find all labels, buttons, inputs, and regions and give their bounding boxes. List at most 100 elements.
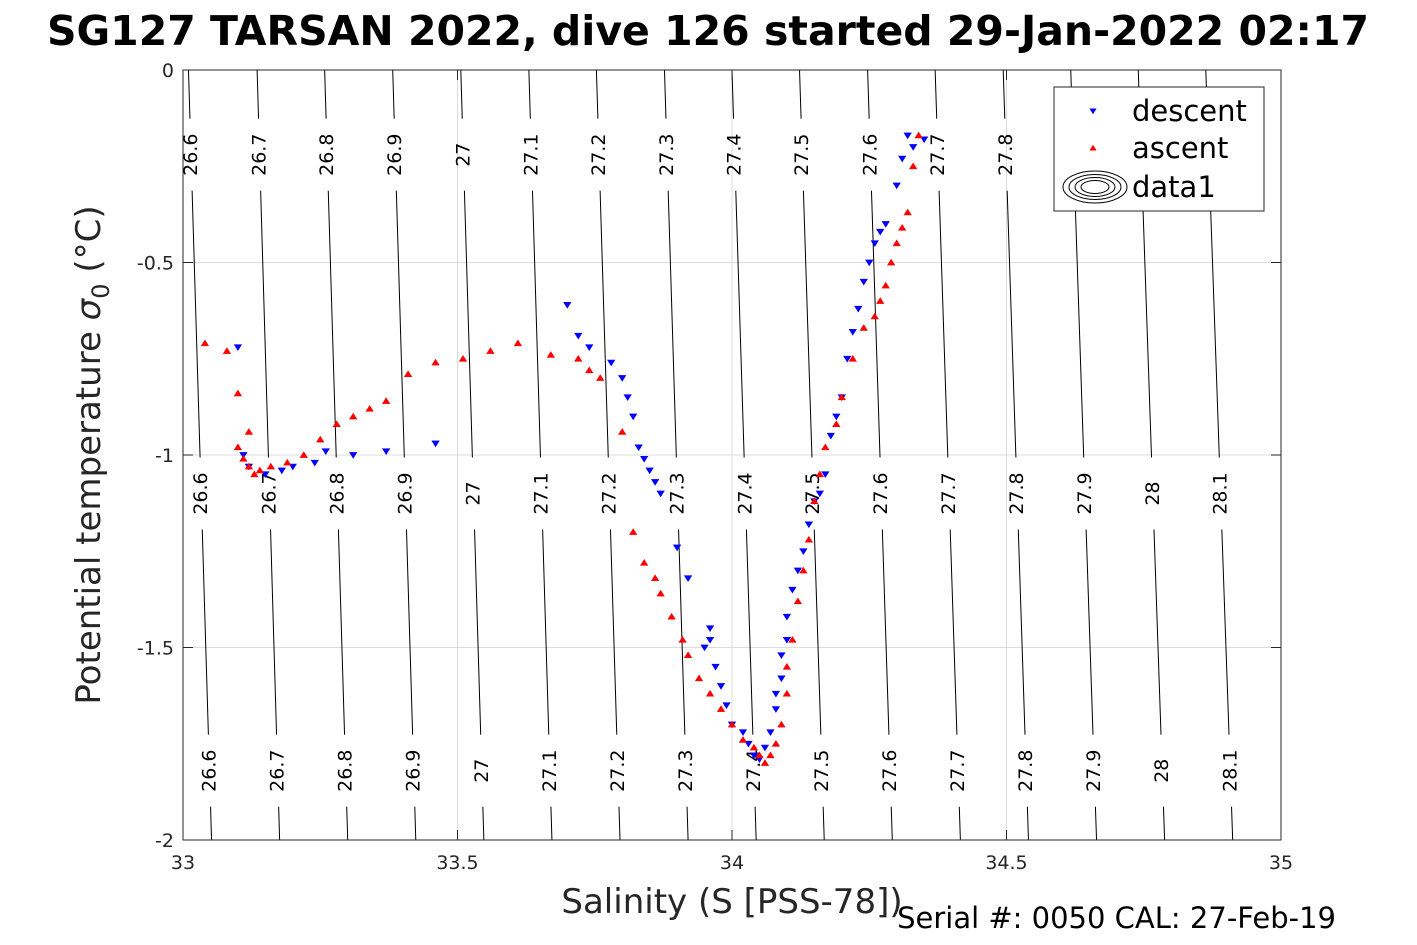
contour-label: 28 bbox=[1151, 759, 1173, 783]
density-contour-labels: 26.6 26.6 26.6 26.7 26.7 26.7 26.8 26.8 26.8 26.9… bbox=[180, 134, 1241, 792]
descent-point bbox=[607, 359, 616, 367]
legend-ascent-marker bbox=[1089, 144, 1097, 151]
y-tick-label: -1.5 bbox=[137, 638, 174, 660]
legend-contour-icon bbox=[1074, 177, 1116, 197]
contour-line bbox=[460, 70, 485, 840]
legend-label: data1 bbox=[1132, 170, 1216, 204]
descent-point bbox=[782, 636, 792, 644]
contour-line bbox=[731, 70, 757, 840]
contour-label: 27.4 bbox=[734, 472, 756, 514]
contour-line bbox=[187, 70, 213, 840]
descent-point bbox=[700, 644, 709, 652]
ascent-point bbox=[760, 759, 770, 766]
legend-descent-marker bbox=[1089, 108, 1097, 115]
ascent-point bbox=[381, 397, 391, 404]
ascent-point bbox=[859, 324, 868, 331]
contour-label: 26.9 bbox=[394, 472, 416, 514]
ascent-point bbox=[244, 428, 254, 435]
descent-point bbox=[574, 332, 583, 340]
ascent-point bbox=[546, 351, 555, 358]
ascent-point bbox=[255, 466, 265, 474]
contour-label: 28.1 bbox=[1210, 472, 1232, 514]
ascent-point bbox=[233, 443, 243, 451]
descent-point bbox=[656, 490, 665, 498]
serial-cal-footer: Serial #: 0050 CAL: 27-Feb-19 bbox=[897, 901, 1336, 935]
descent-point bbox=[804, 521, 814, 529]
contour-label: 28 bbox=[1142, 481, 1164, 505]
chart-title: SG127 TARSAN 2022, dive 126 started 29-J… bbox=[47, 7, 1369, 55]
descent-point bbox=[909, 144, 918, 151]
y-tick-label: -0.5 bbox=[137, 253, 174, 275]
x-axis-label: Salinity (S [PSS-78]) bbox=[561, 882, 902, 922]
contour-label: 26.7 bbox=[267, 750, 289, 792]
ascent-point bbox=[365, 404, 374, 412]
ascent-point bbox=[667, 612, 676, 620]
descent-point bbox=[585, 344, 594, 352]
descent-point bbox=[766, 729, 775, 737]
descent-point bbox=[431, 440, 440, 448]
contour-label: 27.3 bbox=[675, 750, 697, 792]
legend-box bbox=[1053, 86, 1265, 212]
contour-label: 27.1 bbox=[539, 750, 561, 792]
descent-point bbox=[722, 702, 731, 710]
contour-label: 28.1 bbox=[1219, 750, 1241, 792]
y-axis-label: Potential temperature σ0 (°C) bbox=[69, 205, 115, 704]
descent-point bbox=[233, 344, 243, 352]
contour-label: 27 bbox=[471, 759, 493, 783]
contour-line bbox=[595, 70, 621, 840]
legend-contour-icon bbox=[1062, 170, 1128, 204]
descent-point bbox=[349, 452, 358, 459]
descent-point bbox=[381, 448, 391, 455]
descent-point bbox=[310, 459, 319, 467]
ascent-point bbox=[914, 131, 923, 139]
contour-label: 26.8 bbox=[326, 472, 348, 514]
descent-point bbox=[777, 675, 786, 683]
ascent-point bbox=[870, 312, 879, 320]
ascent-point bbox=[876, 297, 885, 304]
descent-point bbox=[672, 544, 682, 552]
descent-point bbox=[716, 683, 726, 690]
ascent-point bbox=[650, 574, 660, 582]
ascent-point bbox=[810, 497, 819, 505]
legend-label: descent bbox=[1132, 94, 1247, 128]
ascent-point bbox=[250, 470, 259, 478]
descent-point bbox=[793, 567, 803, 575]
contour-label: 27.5 bbox=[791, 134, 813, 176]
ascent-point bbox=[585, 366, 594, 374]
descent-point bbox=[623, 394, 632, 402]
ascent-point bbox=[283, 458, 292, 466]
descent-point bbox=[760, 744, 770, 752]
descent-point bbox=[771, 706, 781, 713]
y-tick-label: -1 bbox=[155, 445, 174, 467]
ascent-point bbox=[788, 635, 797, 643]
contour-label: 27.5 bbox=[802, 472, 824, 514]
ascent-point bbox=[821, 443, 830, 451]
ascent-point bbox=[299, 451, 308, 458]
descent-point bbox=[738, 729, 748, 737]
contour-label: 27.2 bbox=[588, 134, 610, 176]
ascent-point bbox=[848, 354, 857, 362]
contour-line bbox=[663, 70, 689, 840]
descent-point bbox=[815, 490, 824, 498]
ascent-point bbox=[738, 736, 748, 743]
descent-point bbox=[870, 240, 879, 248]
descent-point bbox=[892, 182, 901, 190]
contour-label: 26.7 bbox=[249, 134, 271, 176]
descent-point bbox=[843, 355, 852, 363]
y-tick-label: -2 bbox=[155, 830, 174, 852]
ascent-point bbox=[903, 208, 912, 216]
descent-point bbox=[865, 259, 874, 267]
descent-point bbox=[771, 690, 781, 698]
ascent-point bbox=[513, 339, 523, 347]
descent-point bbox=[832, 413, 841, 421]
descent-point bbox=[705, 636, 715, 644]
contour-label: 27 bbox=[462, 481, 484, 505]
ascent-point bbox=[694, 674, 704, 682]
descent-point bbox=[640, 456, 649, 463]
contour-label: 26.8 bbox=[335, 750, 357, 792]
descent-point bbox=[321, 448, 330, 455]
descent-point bbox=[777, 652, 786, 660]
contour-label: 27.2 bbox=[598, 472, 620, 514]
descent-point bbox=[277, 467, 286, 475]
legend-label: ascent bbox=[1132, 131, 1228, 165]
